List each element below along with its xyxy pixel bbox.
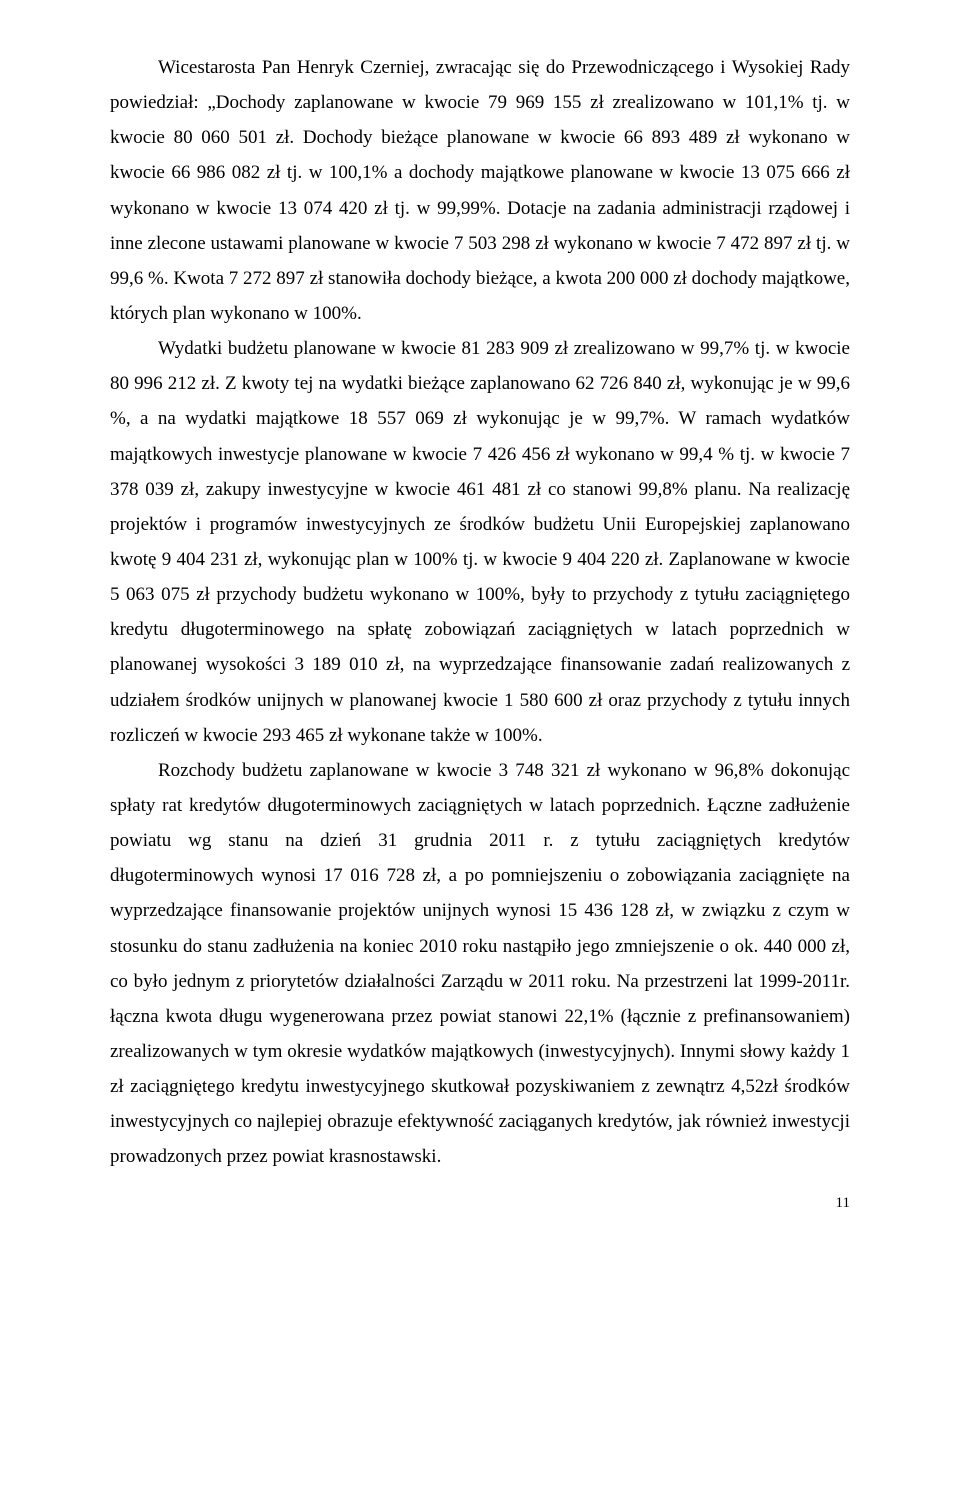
- page-number: 11: [110, 1195, 850, 1212]
- paragraph-2: Wydatki budżetu planowane w kwocie 81 28…: [110, 331, 850, 753]
- document-page: Wicestarosta Pan Henryk Czerniej, zwraca…: [0, 0, 960, 1252]
- paragraph-3: Rozchody budżetu zaplanowane w kwocie 3 …: [110, 753, 850, 1175]
- paragraph-1: Wicestarosta Pan Henryk Czerniej, zwraca…: [110, 50, 850, 331]
